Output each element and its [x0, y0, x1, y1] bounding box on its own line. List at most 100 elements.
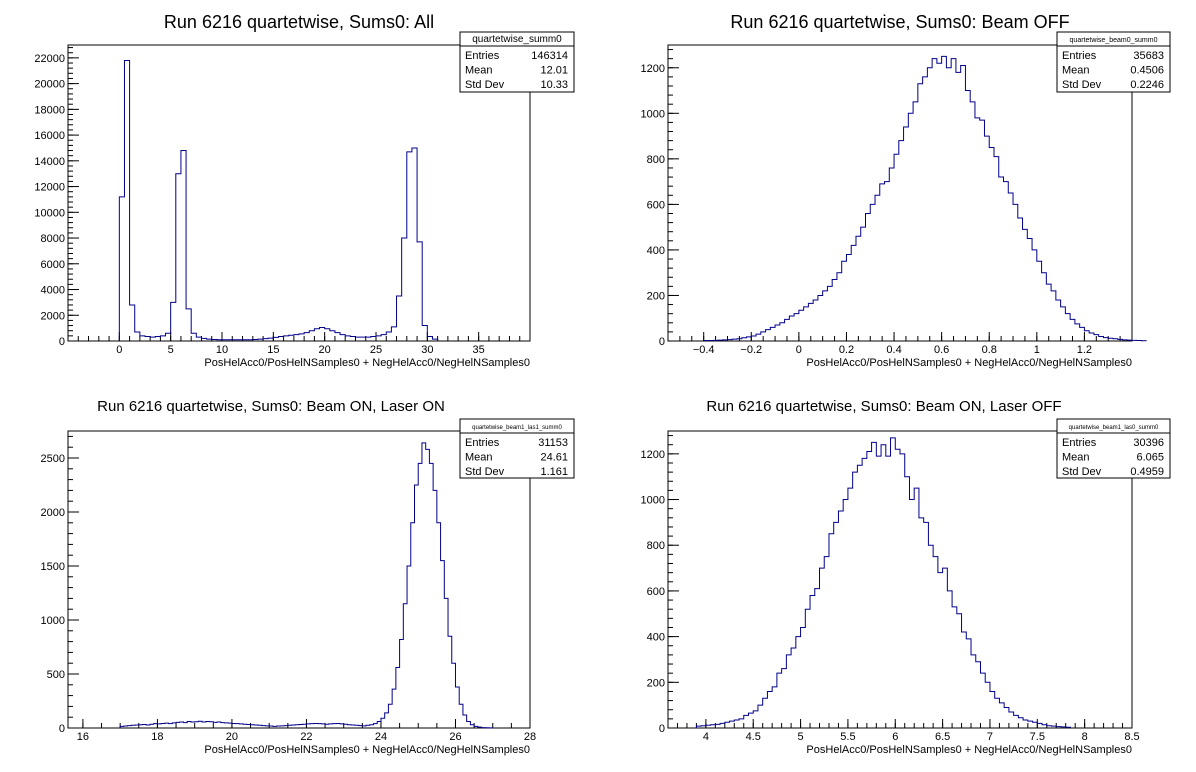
stats-value: 12.01: [540, 65, 568, 77]
y-tick-label: 14000: [34, 156, 65, 168]
y-tick-label: 800: [647, 154, 665, 166]
x-tick-label: 0: [116, 344, 122, 356]
stats-value: 1.161: [540, 466, 568, 478]
stats-value: 0.2246: [1130, 79, 1164, 91]
x-tick-label: 5: [798, 731, 804, 743]
stats-label: Entries: [465, 437, 500, 449]
stats-label: Mean: [1062, 65, 1090, 77]
x-tick-label: 16: [77, 731, 89, 743]
y-tick-label: 18000: [34, 104, 65, 116]
y-tick-label: 2000: [41, 507, 65, 519]
stats-box: quartetwise_beam0_summ0 Entries 35683 Mean 0…: [1056, 31, 1171, 93]
x-tick-label: 30: [421, 344, 433, 356]
histogram-panel-2: 0 200 400 600 800 1000 1200 −0.4 −0.2 0 0.2 0.4 0.6 0…: [641, 12, 1171, 369]
y-tick-label: 22000: [34, 53, 65, 65]
stats-value: 24.61: [540, 452, 568, 464]
histogram-series: [695, 437, 1071, 728]
x-tick-label: 0.2: [839, 344, 854, 356]
y-tick-label: 600: [647, 586, 665, 598]
stats-label: Mean: [1062, 452, 1090, 464]
stats-title: quartetwise_beam0_summ0: [1070, 37, 1158, 44]
x-tick-label: 0: [796, 344, 802, 356]
stats-value: 146314: [531, 50, 568, 62]
y-tick-label: 1500: [41, 561, 65, 573]
x-tick-label: 15: [267, 344, 279, 356]
x-tick-label: 35: [473, 344, 485, 356]
y-tick-label: 6000: [41, 259, 65, 271]
x-axis-label: PosHelAcc0/PosHelNSamples0 + NegHelAcc0/…: [806, 744, 1132, 756]
plot-frame: [667, 430, 1133, 729]
x-tick-label: −0.4: [693, 344, 715, 356]
histogram-panel-4: 0 200 400 600 800 1000 1200 4 4.5 5 5.5 6 6.5 7 7.5 8 8.…: [641, 398, 1171, 756]
x-tick-label: 7.5: [1030, 731, 1045, 743]
x-tick-label: 5.5: [840, 731, 855, 743]
histogram-series: [703, 55, 1147, 342]
stats-label: Mean: [465, 452, 493, 464]
stats-box-frame: [1056, 418, 1171, 479]
y-tick-label: 20000: [34, 79, 65, 91]
plot-frame: [67, 430, 531, 729]
y-tick-label: 500: [47, 669, 65, 681]
x-tick-label: 1: [1034, 344, 1040, 356]
y-tick-label: 2000: [41, 310, 65, 322]
stats-title: quartetwise_beam1_las1_summ0: [472, 425, 562, 431]
y-tick-label: 0: [59, 336, 65, 348]
y-tick-label: 200: [647, 677, 665, 689]
x-tick-label: 1.2: [1077, 344, 1092, 356]
stats-label: Std Dev: [1062, 79, 1102, 91]
stats-title: quartetwise_beam1_las0_summ0: [1069, 425, 1159, 431]
y-tick-label: 1000: [641, 495, 665, 507]
histogram-panel-3: 0 500 1000 1500 2000 2500 16 18 20 22 24 26 28 Run 62…: [41, 398, 575, 756]
y-tick-label: 600: [647, 199, 665, 211]
y-tick-label: 1200: [641, 63, 665, 75]
stats-label: Entries: [1062, 50, 1097, 62]
y-tick-label: 800: [647, 540, 665, 552]
stats-value: 31153: [538, 437, 568, 449]
stats-box: quartetwise_beam1_las0_summ0 Entries 30396…: [1056, 418, 1171, 479]
y-tick-label: 0: [659, 336, 665, 348]
x-tick-label: 6.5: [935, 731, 950, 743]
y-tick-label: 8000: [41, 233, 65, 245]
stats-label: Std Dev: [465, 466, 505, 478]
stats-value: 30396: [1133, 437, 1164, 449]
histogram-series: [119, 442, 494, 729]
x-tick-label: 8: [1082, 731, 1088, 743]
x-tick-label: 8.5: [1124, 731, 1139, 743]
x-tick-label: 24: [375, 731, 387, 743]
x-tick-label: 4.5: [746, 731, 761, 743]
x-tick-label: 0.4: [886, 344, 901, 356]
stats-title: quartetwise_summ0: [472, 34, 562, 45]
y-tick-label: 1200: [641, 449, 665, 461]
stats-label: Std Dev: [465, 79, 505, 91]
x-tick-label: 0.6: [934, 344, 949, 356]
histogram-panel-1: 0 2000 4000 6000 8000 10000 12000 14000 16000 180…: [34, 12, 575, 369]
histogram-series: [118, 59, 439, 341]
y-tick-label: 16000: [34, 130, 65, 142]
stats-label: Entries: [1062, 437, 1097, 449]
stats-value: 0.4959: [1130, 466, 1164, 478]
y-tick-label: 400: [647, 245, 665, 257]
x-tick-label: 6: [892, 731, 898, 743]
x-tick-label: 7: [987, 731, 993, 743]
x-tick-label: 22: [300, 731, 312, 743]
y-tick-label: 0: [659, 723, 665, 735]
chart-title: Run 6216 quartetwise, Sums0: Beam ON, La…: [97, 398, 445, 415]
y-tick-label: 1000: [41, 615, 65, 627]
stats-label: Entries: [465, 50, 500, 62]
y-tick-label: 1000: [641, 108, 665, 120]
x-tick-label: 20: [226, 731, 238, 743]
stats-box-frame: [459, 31, 575, 93]
y-tick-label: 4000: [41, 285, 65, 297]
x-axis-label: PosHelAcc0/PosHelNSamples0 + NegHelAcc0/…: [204, 357, 530, 369]
y-tick-label: 0: [59, 723, 65, 735]
stats-box-frame: [1056, 31, 1171, 93]
chart-title: Run 6216 quartetwise, Sums0: Beam ON, La…: [706, 398, 1061, 415]
y-tick-label: 10000: [34, 207, 65, 219]
x-axis-label: PosHelAcc0/PosHelNSamples0 + NegHelAcc0/…: [204, 744, 530, 756]
x-tick-label: 18: [151, 731, 163, 743]
x-tick-label: −0.2: [740, 344, 762, 356]
x-tick-label: 0.8: [982, 344, 997, 356]
x-tick-label: 5: [168, 344, 174, 356]
y-tick-label: 400: [647, 632, 665, 644]
